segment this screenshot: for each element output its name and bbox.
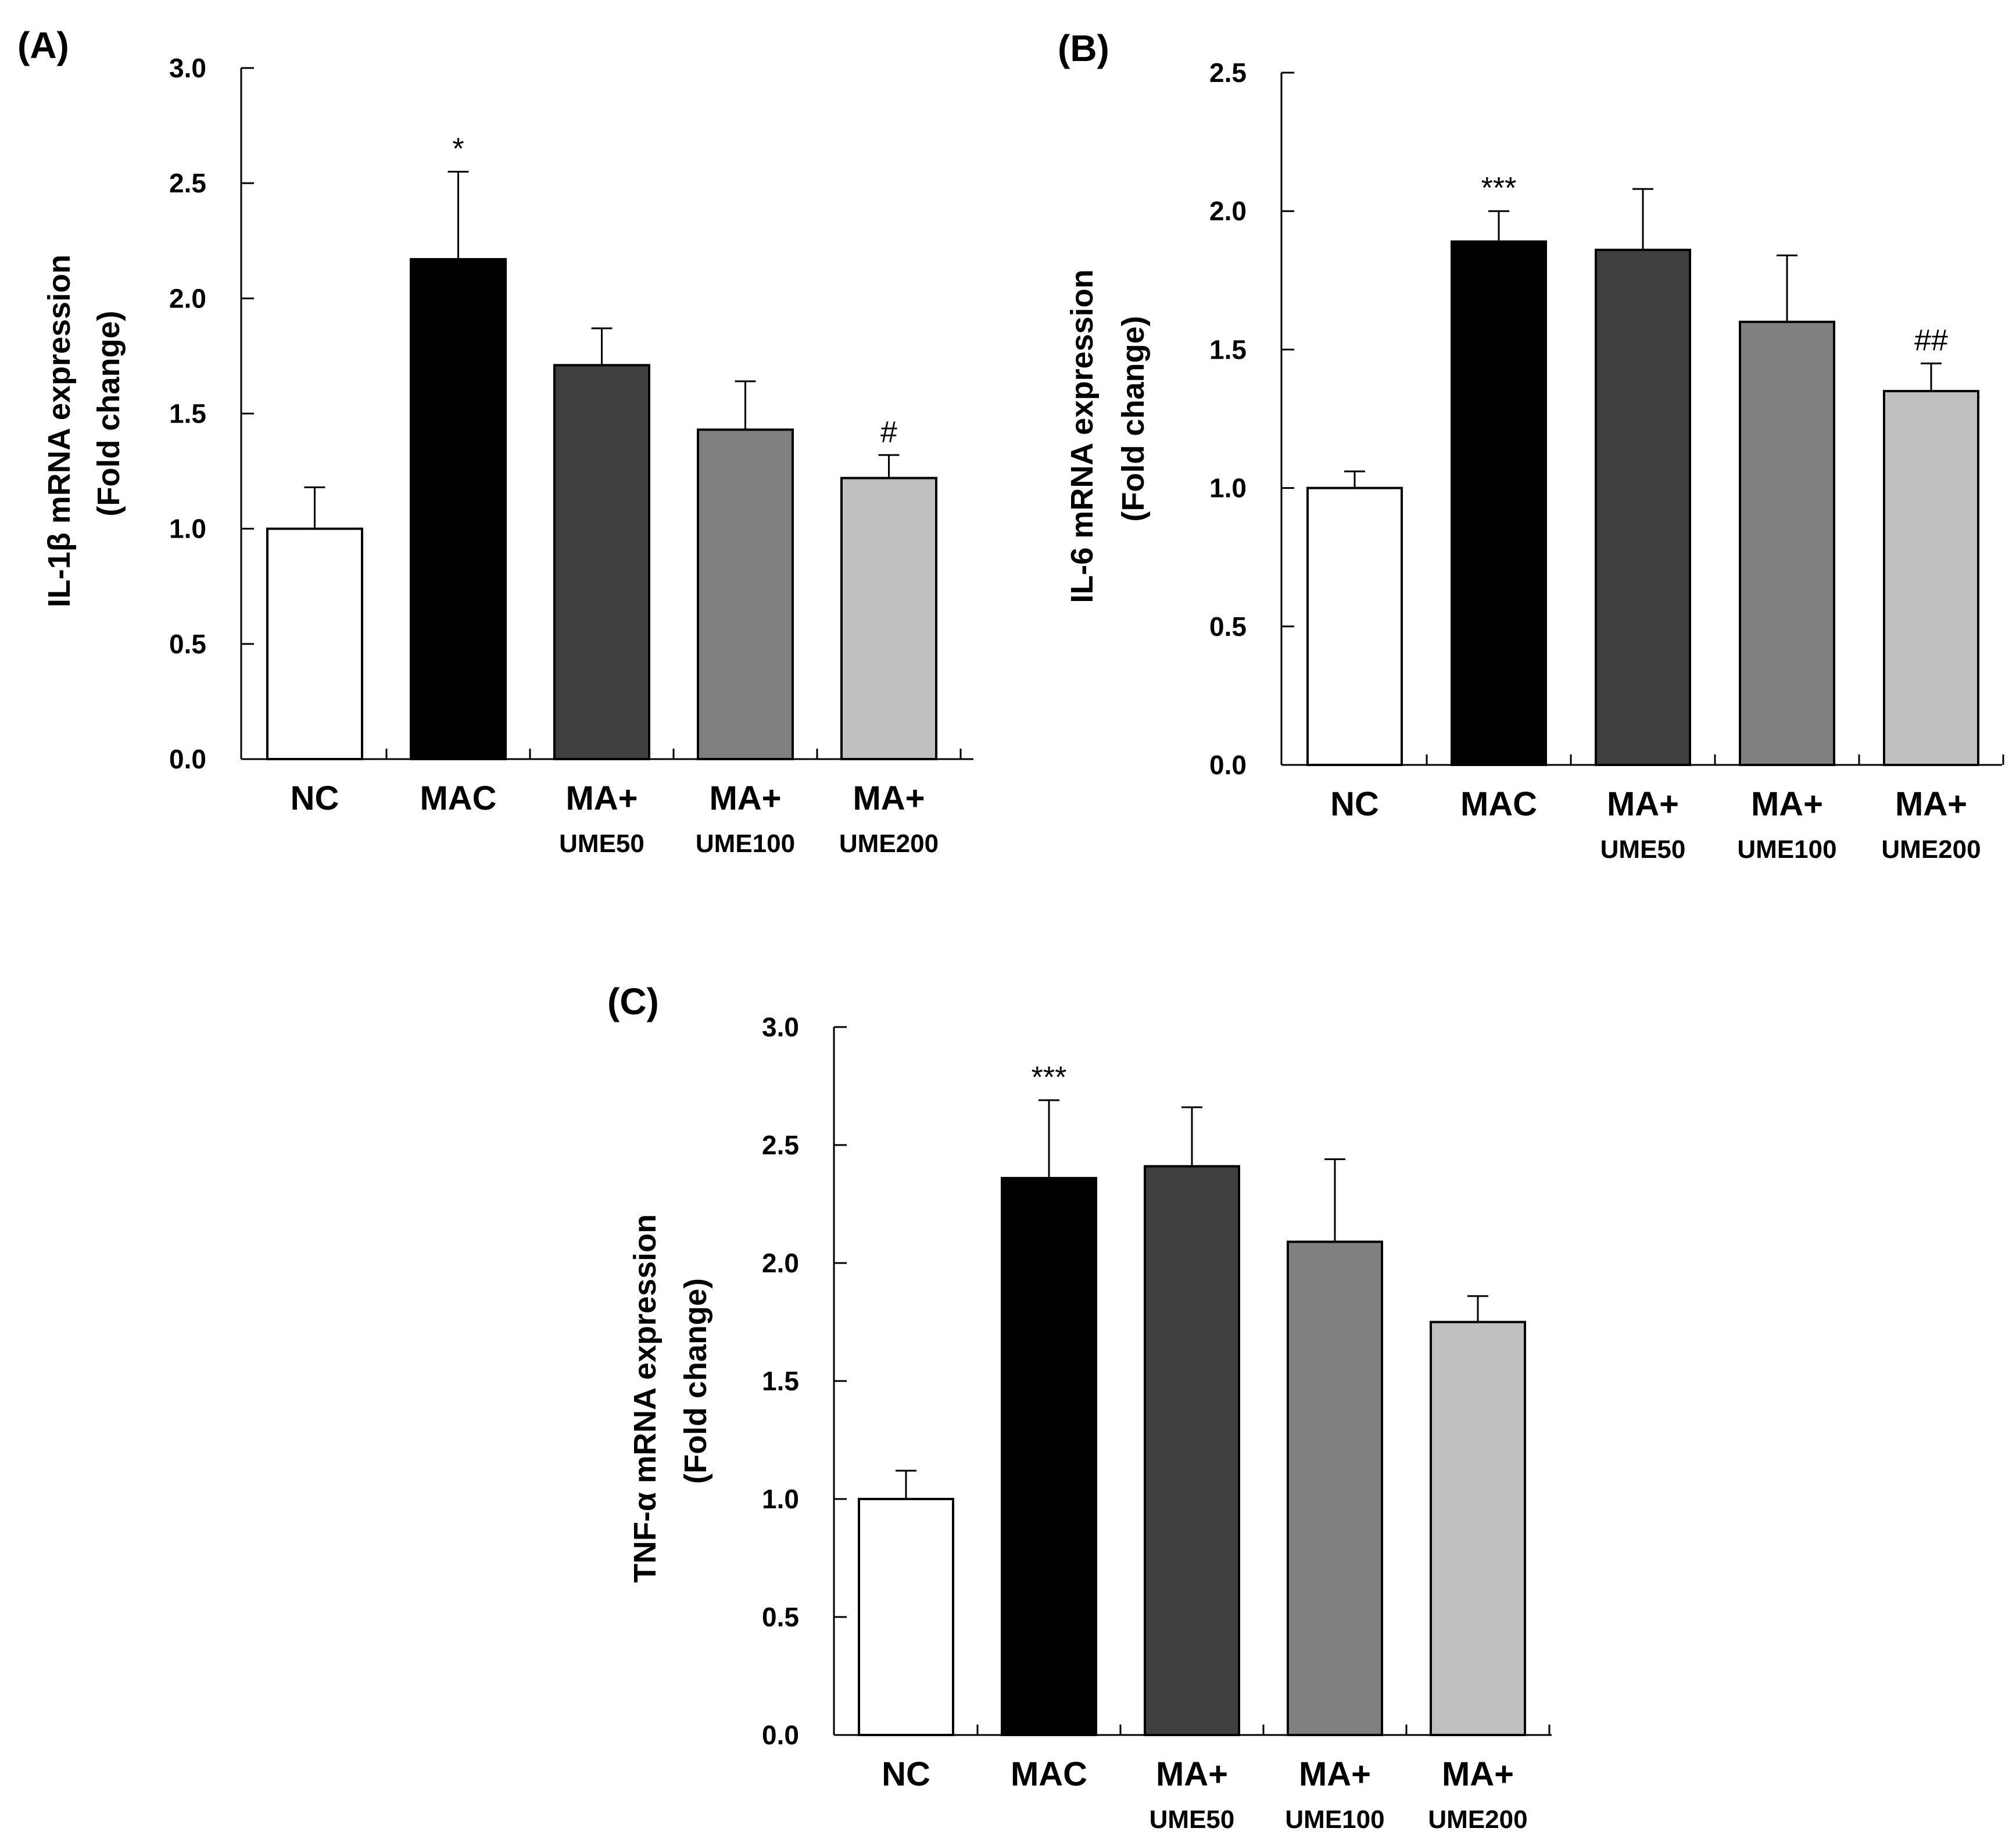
bar-nc (1306, 486, 1403, 766)
x-category-sublabel: UME100 (1737, 835, 1836, 864)
y-axis-subtitle: (Fold change) (91, 311, 126, 517)
significance-marker: *** (1481, 171, 1517, 205)
bar-nc (266, 527, 363, 761)
significance-marker: *** (1032, 1061, 1067, 1094)
x-category-label: MAC (420, 779, 496, 817)
x-category-label: NC (882, 1755, 930, 1793)
bar-nc (858, 1498, 954, 1736)
y-tick-label: 0.5 (1209, 611, 1247, 642)
bar-maplus-ume50 (553, 364, 650, 760)
y-axis-title: IL-1β mRNA expression (42, 255, 77, 607)
y-tick-label: 1.5 (1209, 334, 1247, 364)
x-category-label: MA+ (1299, 1755, 1371, 1793)
y-tick-label: 0.0 (762, 1720, 799, 1750)
y-axis-subtitle: (Fold change) (1116, 316, 1151, 522)
bar-mac (1001, 1176, 1097, 1736)
y-tick-label: 0.0 (169, 744, 206, 774)
y-tick-label: 1.5 (169, 399, 206, 429)
y-tick-label: 2.5 (169, 168, 206, 198)
significance-marker: * (452, 132, 464, 166)
y-tick-label: 2.0 (762, 1248, 799, 1278)
chart-panel-a: (A) 0.0 0.5 1.0 1.5 2.0 2.5 3.0 IL-1β mRNA expre… (17, 24, 973, 858)
y-tick-label: 0.5 (762, 1602, 799, 1632)
y-axis-title: TNF-α mRNA expression (628, 1214, 663, 1583)
y-tick-label: 2.0 (1209, 196, 1247, 226)
bar-maplus-ume50 (1144, 1165, 1240, 1737)
x-category-label: MA+ (1156, 1755, 1228, 1793)
panel-label: (A) (17, 24, 69, 66)
y-axis-title: IL-6 mRNA expression (1065, 269, 1100, 603)
x-category-label: MA+ (1607, 785, 1679, 823)
y-tick-label: 3.0 (169, 53, 206, 83)
x-category-sublabel: UME100 (696, 829, 795, 858)
x-category-label: MAC (1460, 785, 1537, 823)
y-tick-label: 1.0 (169, 514, 206, 544)
bar-mac (410, 257, 507, 760)
bar-maplus-ume100 (1287, 1240, 1383, 1736)
x-category-label: NC (1330, 785, 1379, 823)
x-category-label: MA+ (565, 779, 638, 817)
y-axis-subtitle: (Fold change) (678, 1278, 713, 1484)
y-tick-label: 0.0 (1209, 750, 1247, 780)
x-category-sublabel: UME50 (1600, 835, 1686, 864)
x-category-sublabel: UME50 (559, 829, 644, 858)
x-category-sublabel: UME200 (1881, 835, 1981, 864)
significance-marker: # (880, 416, 897, 449)
y-tick-label: 1.0 (762, 1484, 799, 1514)
x-category-label: MA+ (1442, 1755, 1514, 1793)
bar-maplus-ume50 (1595, 248, 1691, 766)
x-category-sublabel: UME200 (839, 829, 939, 858)
y-tick-label: 3.0 (762, 1012, 799, 1042)
bar-maplus-ume200 (1883, 389, 1979, 766)
x-category-label: NC (291, 779, 339, 817)
chart-panel-b: (B) 0.0 0.5 1.0 1.5 2.0 2.5 IL-6 mRNA expressio… (1058, 27, 2004, 864)
y-tick-label: 1.5 (762, 1366, 799, 1396)
bar-mac (1451, 240, 1547, 766)
bar-maplus-ume200 (840, 477, 937, 760)
x-category-sublabel: UME100 (1285, 1805, 1384, 1834)
y-tick-label: 2.5 (1209, 58, 1247, 88)
y-tick-label: 2.0 (169, 283, 206, 313)
panel-label: (C) (607, 981, 659, 1022)
x-category-sublabel: UME200 (1428, 1805, 1527, 1834)
x-category-label: MA+ (1751, 785, 1823, 823)
x-category-sublabel: UME50 (1150, 1805, 1235, 1834)
y-tick-label: 1.0 (1209, 473, 1247, 503)
x-category-label: MAC (1011, 1755, 1087, 1793)
y-tick-label: 2.5 (762, 1130, 799, 1160)
panel-label: (B) (1058, 27, 1109, 69)
bar-maplus-ume100 (697, 428, 794, 760)
chart-panel-c: (C) 0.0 0.5 1.0 1.5 2.0 2.5 3.0 TNF-α mRNA expre… (607, 981, 1552, 1834)
x-category-label: MA+ (853, 779, 925, 817)
significance-marker: ## (1914, 324, 1948, 357)
x-category-label: MA+ (709, 779, 781, 817)
y-tick-label: 0.5 (169, 629, 206, 659)
bar-maplus-ume200 (1430, 1321, 1526, 1736)
x-category-label: MA+ (1895, 785, 1967, 823)
bar-maplus-ume100 (1739, 320, 1835, 766)
